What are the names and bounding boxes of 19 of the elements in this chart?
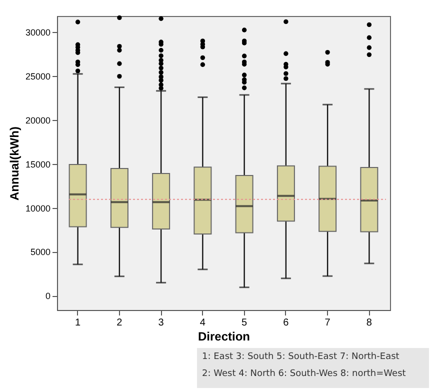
x-axis-title: Direction (198, 330, 250, 344)
x-tick-label: 8 (366, 318, 372, 328)
x-tick-label: 6 (283, 318, 290, 328)
x-tick-label: 4 (200, 318, 206, 328)
x-tick-label: 5 (242, 318, 248, 328)
x-tick-label: 2 (116, 318, 123, 328)
y-axis-title: Annual(kWh) (7, 126, 22, 200)
y-tick-label: 10000 (25, 203, 50, 214)
x-tick-label: 7 (324, 318, 331, 328)
y-tick-label: 25000 (25, 71, 50, 82)
y-tick-label: 15000 (25, 159, 50, 170)
y-tick-label: 0 (45, 291, 50, 302)
text: 2: West 4: North 6: South-Wes 8: north=West (202, 369, 406, 379)
x-tick-label: 1 (75, 318, 82, 328)
x-tick-label: 3 (158, 318, 164, 328)
y-tick-label: 5000 (30, 247, 50, 258)
y-tick-label: 20000 (25, 115, 50, 126)
y-tick-label: 30000 (25, 27, 50, 38)
text: 1: East 3: South 5: South-East 7: North-East (202, 352, 400, 362)
